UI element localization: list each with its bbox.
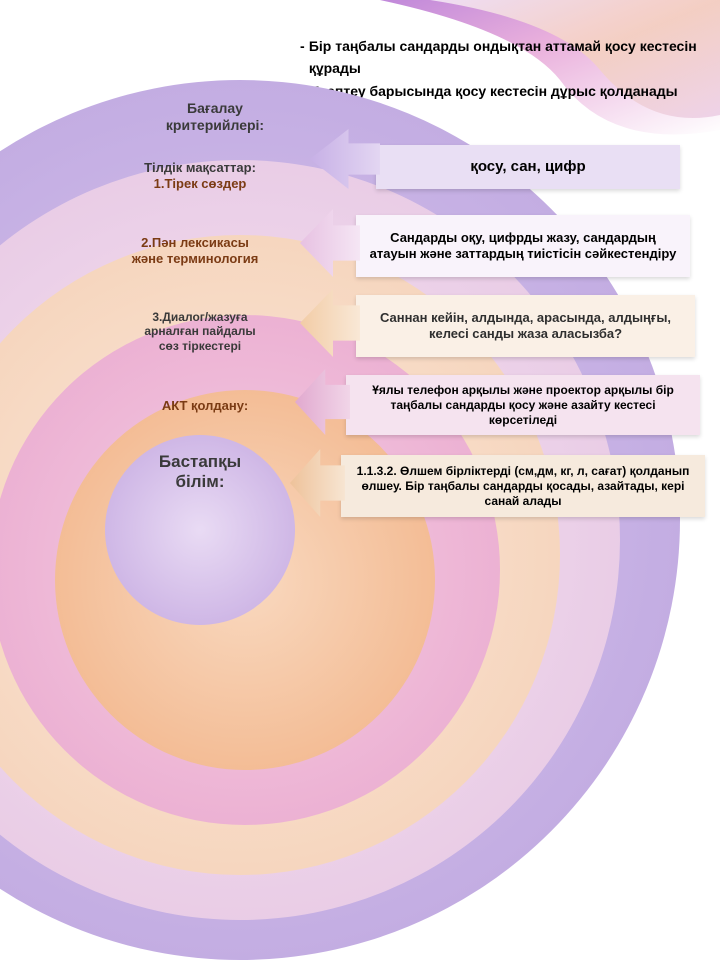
callout-co4: Ұялы телефон арқылы және проектор арқылы… [295,375,700,435]
callout-arrow-co5 [290,449,345,517]
callout-co3: Саннан кейін, алдында, арасында, алдыңғы… [300,295,695,357]
criteria-text: -Бір таңбалы сандарды ондықтан аттамай қ… [300,35,700,102]
diagram-stage: Бағалау критерийлері: Тілдік мақсаттар:1.… [0,0,720,540]
callout-arrow-co3 [300,289,360,357]
arc-sublabel-arc2: 1.Тірек сөздер [100,176,300,192]
callout-text-co3: Саннан кейін, алдында, арасында, алдыңғы… [356,295,695,357]
callout-text-co1: қосу, сан, цифр [376,145,680,189]
criteria-line-1: Бір таңбалы сандарды ондықтан аттамай қо… [309,35,700,80]
arc-label-arc2: Тілдік мақсаттар:1.Тірек сөздер [100,160,300,191]
callout-text-co2: Сандарды оқу, цифрды жазу, сандардың ата… [356,215,690,277]
callout-arrow-co1 [310,129,380,189]
callout-co2: Сандарды оқу, цифрды жазу, сандардың ата… [300,215,690,277]
bullet-dash: - [300,35,309,80]
arc-label-arc6: Бастапқы білім: [140,452,260,493]
arc-label-arc5: АКТ қолдану: [120,398,290,414]
arc-label-arc1: Бағалау критерийлері: [130,100,300,134]
callout-text-co5: 1.1.3.2. Өлшем бірліктерді (см,дм, кг, л… [341,455,705,517]
arc-label-arc4: 3.Диалог/жазуға арналған пайдалы сөз тір… [100,310,300,353]
callout-arrow-co4 [295,369,350,435]
callout-co1: қосу, сан, цифр [310,145,680,189]
callout-text-co4: Ұялы телефон арқылы және проектор арқылы… [346,375,700,435]
arc-label-arc3: 2.Пән лексикасы және терминология [90,235,300,266]
callout-arrow-co2 [300,209,360,277]
callout-co5: 1.1.3.2. Өлшем бірліктерді (см,дм, кг, л… [290,455,705,517]
